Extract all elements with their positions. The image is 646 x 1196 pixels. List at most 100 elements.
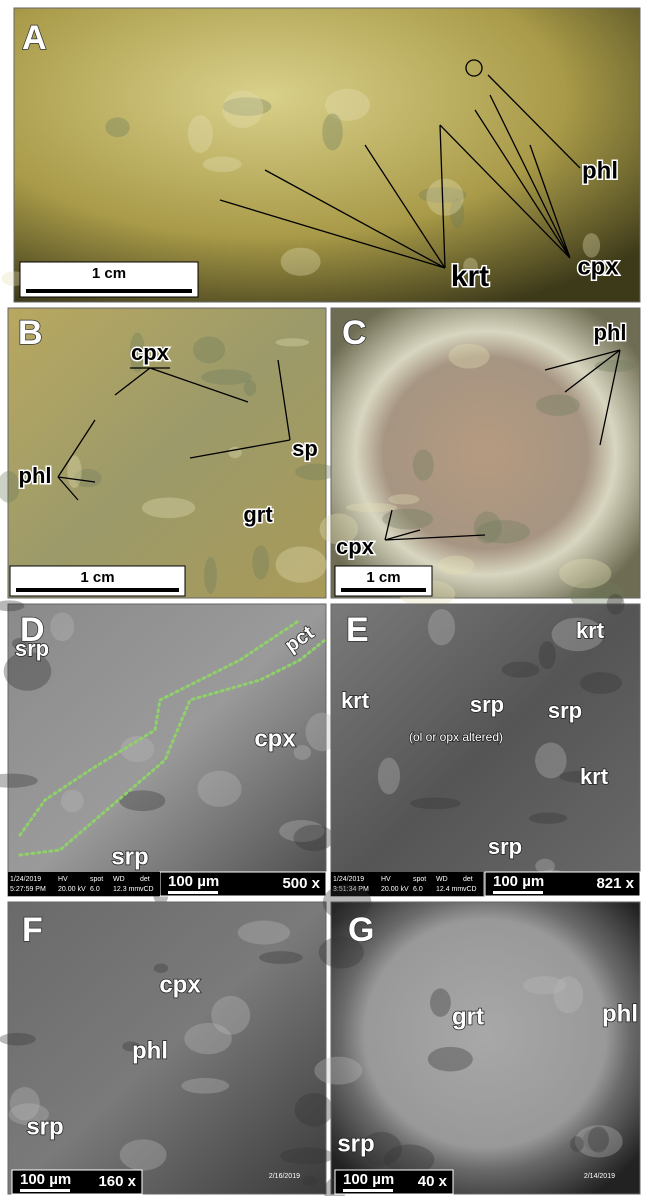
- texture: [579, 672, 623, 694]
- texture: [412, 449, 434, 481]
- scale-label: 100 µm: [343, 1171, 394, 1188]
- info-text: vCD: [140, 886, 154, 893]
- mineral-label: krt: [451, 260, 489, 293]
- scale-bar: [341, 588, 426, 592]
- mineral-label: srp: [111, 843, 148, 870]
- panel-letter: A: [22, 19, 47, 57]
- panel-image: [330, 901, 641, 1195]
- info-text: 12.3 mm: [113, 886, 140, 893]
- date: 2/16/2019: [269, 1173, 300, 1180]
- texture: [594, 359, 635, 373]
- texture: [204, 557, 218, 594]
- mineral-label: krt: [576, 618, 605, 643]
- mineral-label: cpx: [336, 534, 375, 559]
- texture: [384, 1144, 435, 1175]
- mineral-label: krt: [341, 688, 370, 713]
- texture: [382, 508, 434, 530]
- leader-line: [114, 367, 249, 403]
- panel-letter: B: [18, 314, 43, 352]
- panel-image: [7, 901, 327, 1195]
- texture: [559, 770, 605, 783]
- info-text: 12.4 mm: [436, 886, 463, 893]
- texture: [187, 114, 213, 153]
- texture: [119, 1139, 167, 1171]
- magnification: 40 x: [418, 1173, 448, 1190]
- texture: [528, 812, 568, 824]
- texture: [463, 257, 478, 275]
- texture: [538, 641, 556, 670]
- texture: [0, 1032, 36, 1046]
- mineral-label: cpx: [159, 971, 201, 998]
- texture: [377, 757, 401, 795]
- texture: [426, 178, 464, 216]
- info-text: WD: [436, 876, 448, 883]
- info-text: 3:51:34 PM: [333, 886, 369, 893]
- texture: [275, 546, 327, 583]
- texture: [74, 468, 102, 488]
- texture: [388, 494, 420, 505]
- texture: [275, 338, 310, 347]
- scale-label: 100 µm: [168, 873, 219, 890]
- texture: [559, 558, 612, 589]
- texture: [119, 790, 166, 812]
- texture: [153, 963, 169, 973]
- texture: [427, 1046, 473, 1072]
- texture: [319, 513, 359, 545]
- info-text: det: [463, 876, 473, 883]
- panel-letter: F: [22, 911, 43, 949]
- info-text: 20.00 kV: [381, 886, 409, 893]
- scale-label: 100 µm: [493, 873, 544, 890]
- texture: [473, 511, 502, 544]
- texture: [12, 637, 28, 650]
- info-text: 6.0: [90, 886, 100, 893]
- panel-letter: D: [20, 611, 45, 649]
- texture: [314, 1056, 363, 1085]
- scale-bar: [20, 1189, 70, 1192]
- mineral-label: krt: [580, 764, 609, 789]
- texture: [587, 1126, 609, 1153]
- texture: [201, 369, 253, 385]
- mineral-label: srp: [488, 834, 522, 859]
- mineral-label: sp: [292, 436, 318, 461]
- scale-label: 100 µm: [20, 1171, 71, 1188]
- texture: [437, 555, 475, 575]
- info-text: 20.00 kV: [58, 886, 86, 893]
- texture: [237, 920, 291, 945]
- texture: [302, 1175, 317, 1187]
- texture: [476, 519, 531, 544]
- mineral-label: phl: [602, 1000, 638, 1027]
- mineral-label: grt: [243, 502, 273, 527]
- texture: [202, 156, 242, 173]
- texture: [0, 773, 38, 788]
- texture: [522, 976, 567, 995]
- texture: [293, 745, 312, 760]
- texture: [551, 617, 604, 652]
- scale-bar: [168, 891, 218, 894]
- info-text: HV: [381, 876, 391, 883]
- note: (ol or opx altered): [409, 730, 503, 744]
- texture: [582, 233, 601, 258]
- mineral-label: srp: [470, 692, 504, 717]
- info-text: 1/24/2019: [10, 876, 41, 883]
- info-text: det: [140, 876, 150, 883]
- texture: [428, 609, 456, 646]
- texture: [129, 332, 146, 373]
- texture: [606, 594, 625, 615]
- scale-label: 1 cm: [92, 265, 126, 282]
- info-text: spot: [413, 876, 426, 883]
- mineral-label: phl: [132, 1037, 168, 1064]
- boundary: [18, 618, 327, 857]
- scale-bar: [16, 588, 179, 592]
- texture: [322, 113, 343, 151]
- texture: [105, 117, 130, 138]
- texture: [0, 471, 20, 503]
- panel-letter: C: [342, 314, 367, 352]
- texture: [252, 545, 270, 580]
- leader-line: [219, 124, 446, 269]
- texture: [318, 936, 364, 969]
- panel-letter: E: [346, 611, 369, 649]
- texture: [259, 951, 303, 965]
- texture: [294, 1092, 334, 1127]
